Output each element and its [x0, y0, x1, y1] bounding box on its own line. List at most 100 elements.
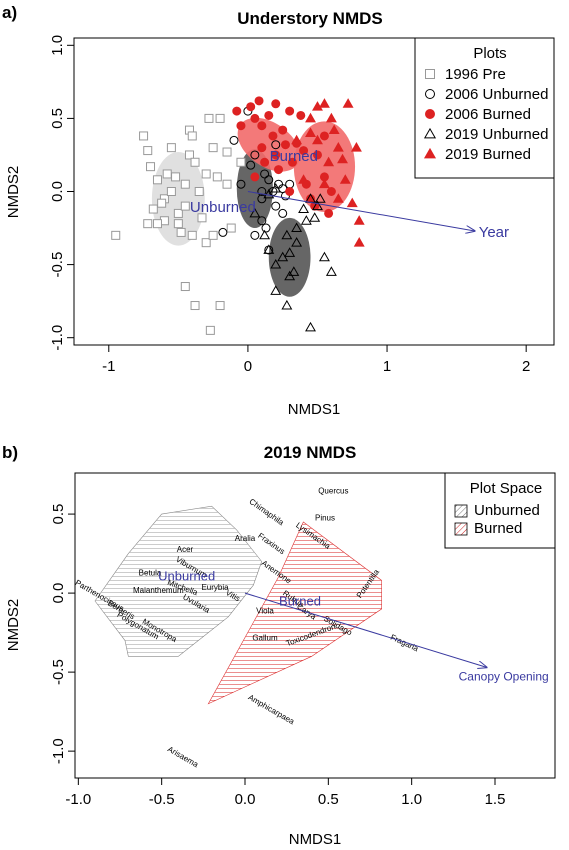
data-point: [173, 208, 183, 218]
legend-marker: [425, 89, 435, 99]
data-point: [190, 157, 200, 167]
centroid-label: Unburned: [158, 568, 215, 583]
legend-marker: [425, 109, 435, 119]
y-tick-label: 0.5: [50, 504, 67, 525]
data-point: [353, 215, 365, 225]
data-point: [236, 121, 246, 131]
data-point: [197, 213, 207, 223]
x-tick-label: 0.5: [318, 791, 339, 808]
legend-marker: [423, 127, 437, 139]
data-point: [268, 131, 278, 141]
data-point: [187, 131, 197, 141]
data-point: [284, 247, 296, 257]
data-point: [314, 193, 326, 203]
data-point: [271, 150, 281, 160]
data-point: [171, 172, 181, 182]
data-point: [250, 113, 260, 123]
data-point: [264, 110, 274, 120]
data-point: [173, 219, 183, 229]
axis-ticks-a: -1 0 1 2 -1.0 -0.5 0.0 0.5 1.0: [49, 35, 530, 375]
data-point: [270, 285, 282, 295]
data-point: [318, 178, 330, 189]
legend-box-b: [444, 472, 556, 549]
data-point: [326, 187, 336, 196]
data-point: [270, 258, 282, 269]
legend-label: 2019 Burned: [445, 146, 531, 163]
data-point: [236, 179, 246, 189]
vector-label: Year: [479, 224, 509, 241]
x-tick-label: 1: [383, 358, 391, 375]
data-point: [184, 150, 194, 160]
data-point: [229, 135, 239, 145]
x-axis-title-b: NMDS1: [289, 831, 342, 848]
hulls-b: [94, 505, 382, 705]
data-point: [305, 321, 316, 332]
data-point: [278, 208, 288, 218]
data-point: [318, 98, 330, 108]
data-point: [284, 270, 296, 281]
legend-box-a: [414, 37, 555, 179]
data-point: [339, 174, 351, 184]
vectors-b: Canopy Opening Burned Unburned: [158, 568, 549, 683]
legend-label: 1996 Pre: [445, 66, 506, 83]
data-point: [280, 140, 290, 150]
data-point: [215, 301, 225, 311]
data-point: [146, 162, 156, 172]
vector-arrow: [244, 592, 487, 667]
panel-b: b) 2019 NMDS NMDS1 NMDS2 Quercus Chimaphi…: [2, 443, 556, 848]
legend-title-a: Plots: [473, 45, 506, 62]
data-point: [298, 203, 310, 213]
species-label: Maianthemum: [133, 586, 184, 595]
data-point: [208, 143, 218, 153]
data-point: [246, 160, 256, 170]
y-tick-label: 0.5: [49, 108, 66, 129]
data-point: [281, 229, 293, 240]
x-tick-label: -0.5: [149, 791, 175, 808]
data-point: [260, 169, 270, 179]
y-tick-label: -1.0: [50, 738, 67, 764]
data-point: [291, 222, 303, 232]
x-tick-label: 2: [522, 358, 530, 375]
data-point: [139, 131, 149, 141]
data-point: [271, 140, 281, 150]
data-point: [263, 188, 275, 199]
legend-swatch: [454, 504, 468, 518]
panel-letter-b: b): [2, 443, 18, 462]
ellipse-2019-unburned: [268, 217, 311, 297]
data-point: [260, 157, 270, 167]
data-point: [270, 182, 282, 193]
axis-ticks-b: -1.0 -0.5 0.0 0.5 1.0 1.5 -1.0 -0.5 0.0 0.5: [50, 504, 505, 808]
legend-label: Burned: [474, 520, 522, 537]
data-point: [143, 146, 153, 156]
y-tick-label: -0.5: [50, 659, 67, 685]
x-tick-label: 0: [244, 358, 252, 375]
centroid-label: Burned: [270, 148, 318, 165]
species-label: Gallum: [252, 634, 278, 643]
data-point: [342, 98, 354, 108]
species-label: Quercus: [318, 487, 348, 496]
data-point: [350, 142, 362, 152]
data-point: [300, 215, 312, 225]
panel-letter-a: a): [2, 3, 17, 22]
x-axis-title-a: NMDS1: [288, 401, 341, 418]
data-point: [222, 179, 232, 189]
data-point: [312, 200, 323, 211]
hull-unburned: [94, 505, 263, 657]
data-point: [257, 216, 267, 226]
data-point: [259, 229, 271, 240]
y-tick-label: -0.5: [49, 252, 66, 278]
x-tick-label: 0.0: [235, 791, 256, 808]
legend-label: 2019 Unburned: [445, 126, 548, 143]
legend-marker: [423, 147, 437, 159]
data-point: [166, 187, 176, 196]
data-point: [254, 96, 264, 106]
data-point: [250, 150, 260, 160]
legend-swatch: [454, 522, 468, 536]
data-point: [288, 266, 300, 276]
chart-title-b: 2019 NMDS: [264, 443, 357, 462]
data-point: [278, 125, 288, 135]
data-point: [257, 194, 267, 204]
points-a: [111, 96, 365, 335]
